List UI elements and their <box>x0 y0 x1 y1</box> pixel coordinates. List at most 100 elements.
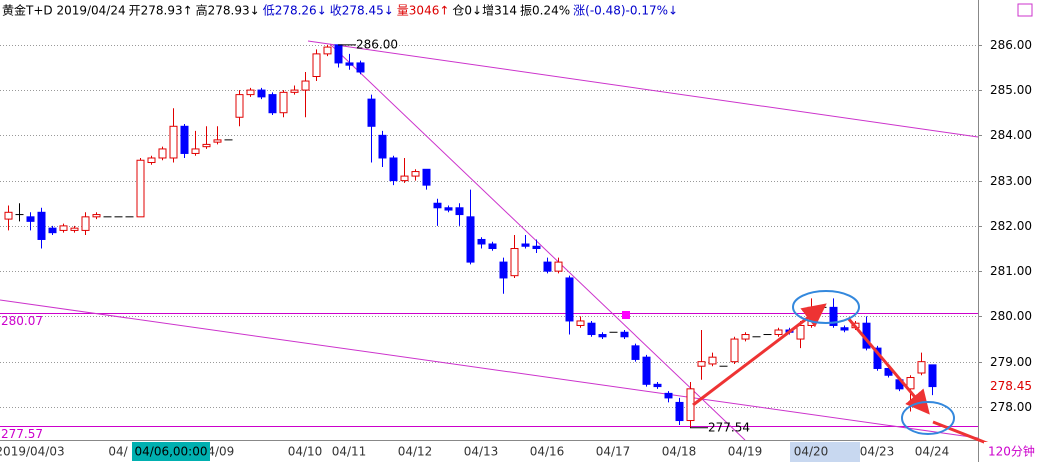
x-tick-label: 04/11 <box>332 445 367 459</box>
candle-body <box>631 345 640 360</box>
candle-body <box>257 89 266 98</box>
header: 黄金T+D 2019/04/24 开278.93↑ 高278.93↓ 低278.26↓… <box>2 3 678 18</box>
candle-body <box>455 207 464 216</box>
candle-body <box>59 225 68 231</box>
y-tick-label: 284.00 <box>990 128 1032 142</box>
candle-body <box>268 94 277 114</box>
x-tick-label: 04/19 <box>728 445 763 459</box>
candle-body <box>598 334 607 338</box>
candle-body <box>697 361 706 367</box>
candle-body <box>92 214 101 218</box>
candle-body <box>422 168 431 186</box>
header-item: 振0.24% <box>520 4 570 18</box>
window-button[interactable] <box>1017 3 1033 17</box>
trend-line <box>307 40 979 138</box>
header-item: 低278.26↓ <box>263 4 327 18</box>
header-item: 高278.93↓ <box>196 3 260 18</box>
candle-body <box>730 338 739 363</box>
candle-body <box>829 306 838 326</box>
candle-body <box>301 80 310 91</box>
candle-body <box>213 139 222 143</box>
x-tick-label: 04/24 <box>915 445 950 459</box>
x-tick-label: 04/13 <box>464 445 499 459</box>
candle-body <box>169 125 178 159</box>
trend-line <box>329 43 746 441</box>
cursor-box <box>132 442 210 461</box>
candle-body <box>290 89 299 93</box>
candle-body <box>741 334 750 340</box>
y-tick-label: 278.00 <box>990 400 1032 414</box>
header-item: 开278.93↑ <box>129 4 193 18</box>
candle-body <box>246 89 255 96</box>
price-mark-label: 286.00 <box>356 37 398 51</box>
candle-body <box>312 53 321 78</box>
period-label[interactable]: 120分钟 <box>988 444 1035 459</box>
candle-body <box>521 243 530 247</box>
candle-body <box>708 356 717 365</box>
candle-body <box>477 238 486 245</box>
header-item: 收278.45↓ <box>330 4 394 18</box>
price-mark-label: 277.54 <box>708 420 750 434</box>
price-line-label: 280.07 <box>1 314 43 328</box>
candle-body <box>81 216 90 231</box>
candle-body <box>389 157 398 182</box>
candle-body <box>378 134 387 159</box>
x-tick-label: 04/20 <box>794 445 829 459</box>
header-item: 仓0↓增314 <box>452 4 517 18</box>
candle-body <box>675 401 684 422</box>
candle-body <box>356 62 365 73</box>
y-tick-label: 286.00 <box>990 38 1032 52</box>
candle-body <box>48 227 57 234</box>
candle-body <box>334 44 343 64</box>
y-tick-label: 285.00 <box>990 83 1032 97</box>
cursor-label: 04/06,00:00 <box>135 445 208 459</box>
candle-body <box>279 91 288 114</box>
highlight-ellipse <box>901 401 955 435</box>
candle-body <box>587 322 596 336</box>
candle-body <box>444 207 453 211</box>
x-tick-label: 04/17 <box>596 445 631 459</box>
candle-body <box>323 46 332 55</box>
header-item: 涨(-0.48)-0.17%↓ <box>573 3 678 18</box>
y-tick-label: 282.00 <box>990 219 1032 233</box>
candle-body <box>433 202 442 209</box>
candle-body <box>917 361 926 374</box>
y-tick-label: 283.00 <box>990 174 1032 188</box>
candle-body <box>345 62 354 66</box>
arrow <box>692 303 827 407</box>
arrow <box>846 317 930 415</box>
candle-body <box>400 175 409 182</box>
x-tick-label: 2019/04/03 <box>0 445 65 459</box>
candle-body <box>928 364 937 388</box>
candle-body <box>642 356 651 385</box>
y-tick-label: 280.00 <box>990 309 1032 323</box>
candle-body <box>653 383 662 388</box>
candle-body <box>367 98 376 127</box>
trend-lines <box>0 40 979 441</box>
candle-body <box>4 211 13 220</box>
candle-body <box>565 277 574 322</box>
candle-body <box>411 171 420 177</box>
candle-body <box>147 157 156 164</box>
labels: 278.00 279.00 280.00 281.00 282.00 283.00 284.… <box>0 37 1032 458</box>
y-tick-label: 281.00 <box>990 264 1032 278</box>
x-tick-label: 04/ <box>108 445 128 459</box>
candle-body <box>191 148 200 154</box>
candle-body <box>466 216 475 263</box>
highlight-ellipse <box>792 290 860 324</box>
candle-body <box>554 261 563 272</box>
x-tick-label: 04/10 <box>288 445 323 459</box>
candle-body <box>840 327 849 331</box>
candle-body <box>543 261 552 272</box>
candle-body <box>180 125 189 154</box>
candle-body <box>70 227 79 231</box>
grid <box>0 45 982 427</box>
last-price-label: 278.45 <box>990 379 1032 393</box>
price-line-label: 277.57 <box>1 427 43 441</box>
y-tick-label: 279.00 <box>990 355 1032 369</box>
candle-body <box>158 148 167 159</box>
marker <box>622 311 630 319</box>
x-tick-label: 04/18 <box>662 445 697 459</box>
